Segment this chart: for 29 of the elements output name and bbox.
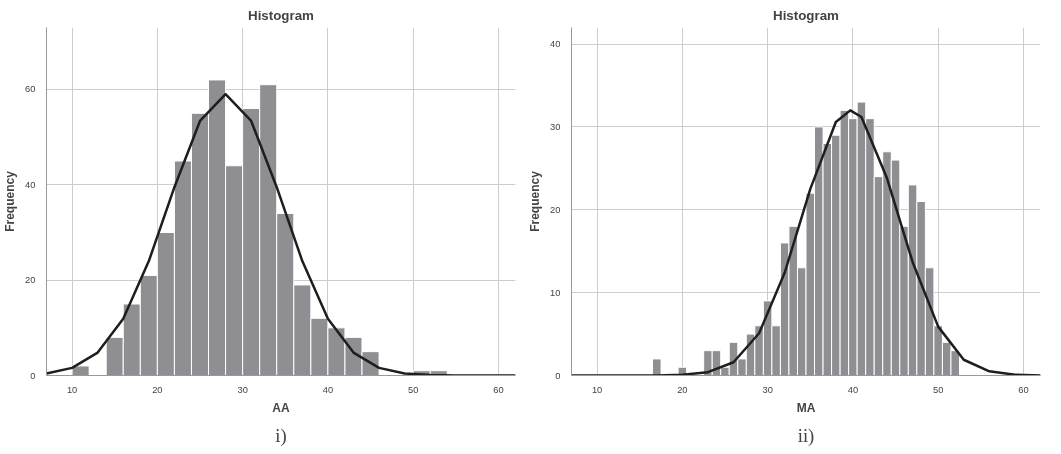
chart-title: Histogram bbox=[248, 7, 315, 23]
x-tick-label: 30 bbox=[237, 384, 248, 395]
y-tick-label: 40 bbox=[25, 179, 36, 190]
text: i) bbox=[275, 424, 287, 447]
y-tick-label: 0 bbox=[555, 370, 561, 381]
y-tick-label: 0 bbox=[30, 370, 36, 381]
x-tick-label: 60 bbox=[493, 384, 504, 395]
x-tick-label: 10 bbox=[591, 384, 603, 395]
y-axis-title: Frequency bbox=[528, 170, 543, 232]
x-tick-label: 40 bbox=[847, 384, 859, 395]
x-tick-label: 60 bbox=[1018, 384, 1029, 395]
x-tick-label: 20 bbox=[677, 384, 688, 395]
y-tick-label: 20 bbox=[550, 204, 561, 215]
y-axis-title: Frequency bbox=[3, 170, 18, 232]
x-tick-label: 20 bbox=[152, 384, 163, 395]
y-tick-label: 20 bbox=[25, 275, 36, 286]
x-axis-title: MA bbox=[796, 400, 816, 415]
x-axis-title: AA bbox=[272, 400, 290, 415]
y-tick-label: 40 bbox=[550, 39, 561, 50]
x-tick-label: 40 bbox=[322, 384, 334, 395]
x-tick-label: 50 bbox=[932, 384, 944, 395]
x-tick-label: 30 bbox=[762, 384, 773, 395]
x-tick-label: 50 bbox=[407, 384, 419, 395]
y-tick-label: 30 bbox=[550, 121, 561, 132]
y-tick-label: 10 bbox=[550, 287, 561, 298]
chart-title: Histogram bbox=[773, 7, 840, 23]
text: ii) bbox=[797, 424, 815, 447]
y-tick-label: 60 bbox=[25, 84, 36, 95]
x-tick-label: 10 bbox=[66, 384, 78, 395]
